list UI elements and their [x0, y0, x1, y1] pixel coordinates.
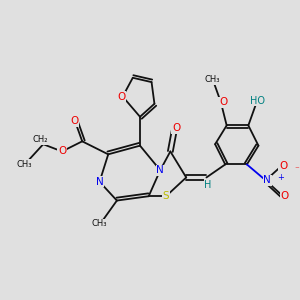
Text: O: O: [219, 97, 227, 107]
Text: S: S: [163, 191, 169, 201]
Text: CH₃: CH₃: [205, 75, 220, 84]
Text: ⁻: ⁻: [294, 166, 299, 175]
Text: CH₃: CH₃: [91, 219, 107, 228]
Text: O: O: [280, 191, 289, 201]
Text: N: N: [156, 165, 164, 175]
Text: N: N: [263, 175, 271, 185]
Text: H: H: [204, 180, 211, 190]
Text: HO: HO: [250, 96, 265, 106]
Text: CH₃: CH₃: [17, 160, 32, 169]
Text: O: O: [172, 123, 180, 133]
Text: CH₂: CH₂: [33, 135, 48, 144]
Text: O: O: [70, 116, 79, 126]
Text: O: O: [279, 161, 287, 171]
Text: O: O: [58, 146, 66, 156]
Text: +: +: [277, 173, 284, 182]
Text: N: N: [96, 177, 104, 187]
Text: O: O: [117, 92, 125, 102]
